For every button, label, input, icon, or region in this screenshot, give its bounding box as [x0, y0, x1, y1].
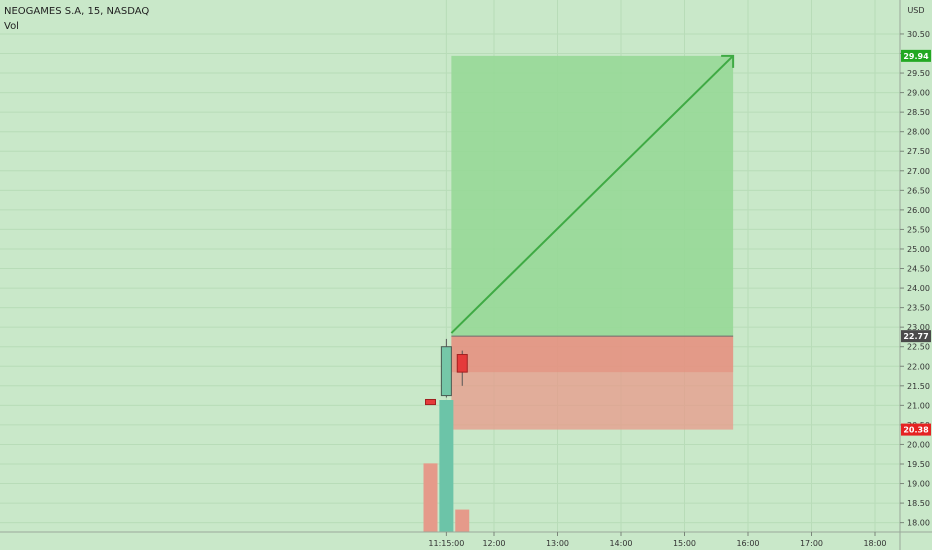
price-badge-label: 20.38: [903, 426, 929, 435]
price-tick-label: 23.00: [907, 323, 930, 332]
candle-body-1130: [456, 354, 468, 373]
price-tick-label: 24.00: [907, 284, 930, 293]
price-tick-label: 27.00: [907, 167, 930, 176]
price-tick-label: 26.50: [907, 186, 930, 195]
price-tick-label: 27.50: [907, 147, 930, 156]
target-arrow-head: [721, 54, 735, 68]
price-tick-label: 28.00: [907, 128, 930, 137]
price-axis-labels: USD18.0018.5019.0019.5020.0020.5021.0021…: [900, 6, 931, 528]
price-badge-22-77: 22.77: [901, 330, 931, 343]
chart-legend: NEOGAMES S.A, 15, NASDAQ Vol: [4, 4, 149, 34]
price-tick-label: 19.50: [907, 460, 930, 469]
loss-zone-highlight: [451, 336, 734, 373]
price-badge-bg: [901, 330, 931, 343]
price-badge-label: 29.94: [903, 52, 929, 61]
time-tick-label: 16:00: [736, 539, 759, 548]
price-tick-label: 22.50: [907, 343, 930, 352]
time-tick-label: 18:00: [863, 539, 886, 548]
volume-bar-1130: [455, 509, 470, 532]
candles: [425, 338, 468, 406]
symbol-title: NEOGAMES S.A, 15, NASDAQ: [4, 6, 150, 17]
price-tick-label: 25.00: [907, 245, 930, 254]
time-tick-label: 13:00: [546, 539, 569, 548]
price-tick-label: 29.50: [907, 69, 930, 78]
currency-label: USD: [907, 6, 924, 15]
candle-body-1100: [425, 398, 436, 406]
price-tick-label: 28.50: [907, 108, 930, 117]
price-tick-label: 22.00: [907, 362, 930, 371]
price-tick-label: 18.50: [907, 499, 930, 508]
target-arrow-line: [450, 55, 734, 334]
price-tick-label: 21.00: [907, 401, 930, 410]
candle-body-1115: [440, 346, 452, 397]
time-tick-label: 14:00: [609, 539, 632, 548]
price-tick-label: 20.00: [907, 440, 930, 449]
price-badge-bg: [901, 423, 931, 436]
volume-bar-1100: [423, 463, 438, 532]
price-tick-label: 26.00: [907, 206, 930, 215]
time-axis-labels: 11:15:00 12:00 13:00 14:00 15:00 16:00 17:00 18…: [428, 532, 887, 548]
price-badge-bg: [901, 49, 931, 62]
price-tick-label: 18.00: [907, 519, 930, 528]
price-tick-label: 21.50: [907, 382, 930, 391]
volume-indicator-label: Vol: [4, 21, 19, 32]
time-tick-label: 11:15:00: [428, 539, 464, 548]
volume-bar-1115: [439, 400, 454, 532]
price-tick-label: 29.00: [907, 89, 930, 98]
price-tick-label: 25.50: [907, 225, 930, 234]
price-badge-29-94: 29.94: [901, 49, 931, 62]
price-tick-label: 19.00: [907, 480, 930, 489]
price-badge-20-38: 20.38: [901, 423, 931, 436]
time-tick-label: 17:00: [800, 539, 823, 548]
time-tick-label: 15:00: [673, 539, 696, 548]
time-tick-label: 12:00: [482, 539, 505, 548]
price-tick-label: 23.50: [907, 304, 930, 313]
price-badge-label: 22.77: [903, 332, 928, 341]
price-tick-label: 24.50: [907, 265, 930, 274]
volume-bars: [423, 400, 470, 532]
price-tick-label: 30.50: [907, 30, 930, 39]
